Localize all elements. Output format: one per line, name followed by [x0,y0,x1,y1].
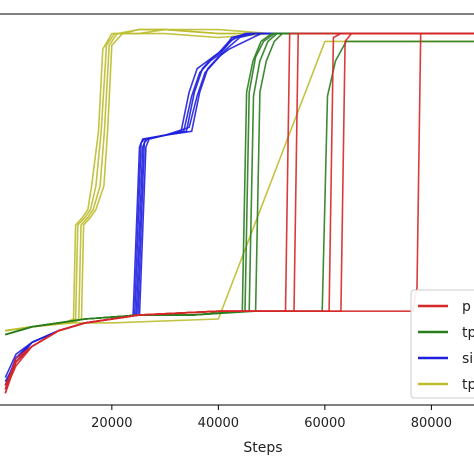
series-line-6 [4,32,474,386]
series-line-8 [4,32,474,390]
legend-label-3: si [462,351,473,367]
legend-label-1: p [462,299,471,315]
x-tick-label-40000: 40000 [198,416,239,431]
x-tick-label-80000: 80000 [411,416,452,431]
series-layer [4,28,474,394]
x-tick-label-20000: 20000 [91,416,132,431]
series-line-16 [4,32,474,394]
series-line-10 [4,32,474,386]
plot-area [4,28,474,394]
x-axis-ticks: 20000 40000 60000 80000 [91,405,452,431]
legend-label-4: tp [462,377,474,393]
series-line-2 [5,28,474,332]
legend: p tp si tp [410,289,474,399]
x-tick-label-60000: 60000 [304,416,345,431]
series-line-18 [4,32,474,386]
legend-box [410,289,474,399]
series-line-17 [4,32,474,390]
series-line-19 [4,32,474,390]
series-line-20 [4,32,474,394]
series-line-7 [4,32,474,382]
x-axis-label: Steps [243,440,282,456]
legend-label-2: tp [462,325,474,341]
